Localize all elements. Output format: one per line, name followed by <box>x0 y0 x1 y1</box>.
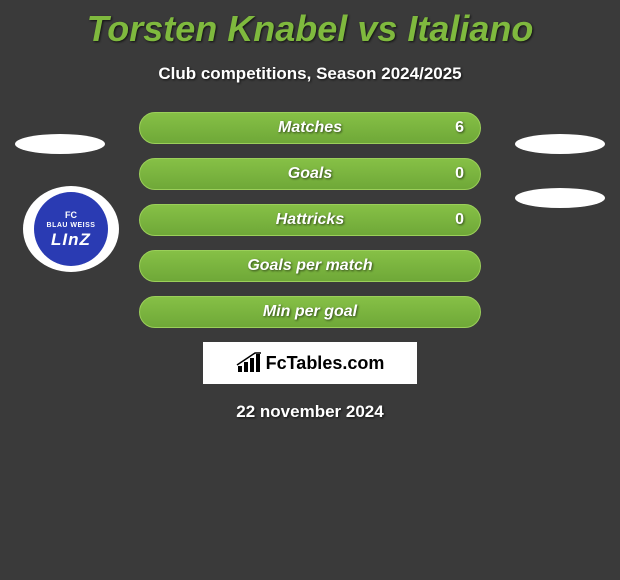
stat-label: Matches <box>278 119 342 137</box>
player1-club-badge: FC BLAU WEISS LInZ <box>23 186 119 272</box>
stat-row-goals: Goals 0 <box>139 158 481 190</box>
stat-label: Hattricks <box>276 211 344 229</box>
badge-line3: LInZ <box>51 231 91 248</box>
badge-line1: FC <box>65 211 77 220</box>
season-subtitle: Club competitions, Season 2024/2025 <box>0 64 620 84</box>
stat-value: 0 <box>455 211 464 229</box>
stat-value: 6 <box>455 119 464 137</box>
player2-avatar-placeholder <box>515 134 605 154</box>
date-line: 22 november 2024 <box>0 402 620 422</box>
badge-line2: BLAU WEISS <box>47 222 96 229</box>
stats-container: Matches 6 Goals 0 Hattricks 0 Goals per … <box>139 112 481 328</box>
brand-box[interactable]: FcTables.com <box>203 342 417 384</box>
club-badge-inner: FC BLAU WEISS LInZ <box>34 192 108 266</box>
stat-value: 0 <box>455 165 464 183</box>
stat-row-hattricks: Hattricks 0 <box>139 204 481 236</box>
brand-text: FcTables.com <box>266 353 385 374</box>
page-title: Torsten Knabel vs Italiano <box>0 8 620 50</box>
stat-row-min-per-goal: Min per goal <box>139 296 481 328</box>
stat-label: Min per goal <box>263 303 357 321</box>
player2-club-placeholder <box>515 188 605 208</box>
player1-avatar-placeholder <box>15 134 105 154</box>
stat-row-matches: Matches 6 <box>139 112 481 144</box>
stat-label: Goals <box>288 165 332 183</box>
bar-chart-icon <box>236 352 262 374</box>
stat-row-goals-per-match: Goals per match <box>139 250 481 282</box>
stat-label: Goals per match <box>247 257 372 275</box>
